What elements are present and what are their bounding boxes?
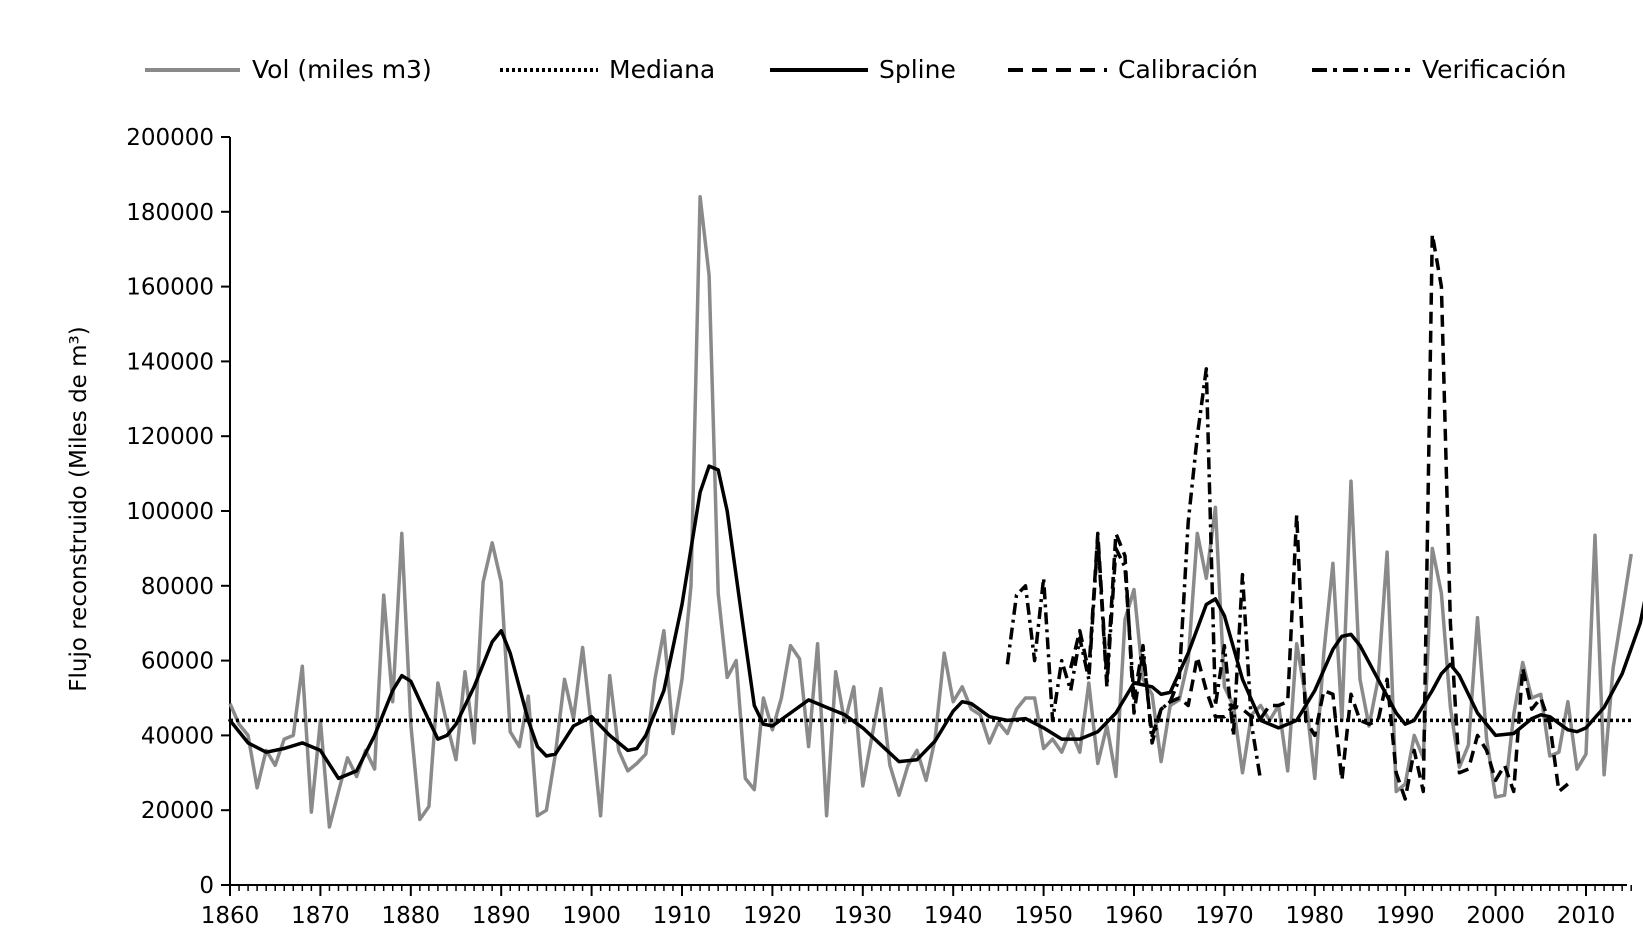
x-tick-label-1990: 1990 <box>1376 903 1435 929</box>
x-tick-label-1940: 1940 <box>924 903 983 929</box>
x-tick-label-1970: 1970 <box>1195 903 1254 929</box>
x-tick-label-1890: 1890 <box>472 903 531 929</box>
x-tick-label-1950: 1950 <box>1014 903 1073 929</box>
y-tick-label-120000: 120000 <box>126 424 214 450</box>
x-tick-label-1860: 1860 <box>201 903 260 929</box>
series-line-calibracion <box>1068 232 1570 801</box>
x-tick-label-2000: 2000 <box>1466 903 1525 929</box>
x-tick-label-1900: 1900 <box>562 903 621 929</box>
y-axis-ticks: 0 20000 40000 60000 80000 100000 120000 140000 1… <box>126 125 230 899</box>
x-tick-label-1870: 1870 <box>291 903 350 929</box>
legend-label-vol: Vol (miles m3) <box>252 55 432 84</box>
x-tick-label-2010: 2010 <box>1557 903 1616 929</box>
series-line-vol <box>228 195 1633 829</box>
y-tick-label-180000: 180000 <box>126 200 214 226</box>
y-tick-label-200000: 200000 <box>126 125 214 151</box>
series-line-spline <box>228 464 1643 781</box>
x-tick-label-1980: 1980 <box>1286 903 1345 929</box>
legend: Vol (miles m3) Mediana Spline Calibració… <box>145 55 1566 84</box>
plot-area <box>228 195 1643 829</box>
legend-label-mediana: Mediana <box>609 55 715 84</box>
x-tick-label-1920: 1920 <box>743 903 802 929</box>
x-tick-label-1910: 1910 <box>653 903 712 929</box>
y-tick-label-0: 0 <box>199 873 214 899</box>
y-tick-label-160000: 160000 <box>126 275 214 301</box>
legend-label-calibracion: Calibración <box>1118 55 1258 84</box>
x-tick-label-1930: 1930 <box>834 903 893 929</box>
legend-label-spline: Spline <box>879 55 956 84</box>
y-tick-label-100000: 100000 <box>126 499 214 525</box>
y-tick-label-40000: 40000 <box>141 723 214 749</box>
series-line-verificacion <box>1005 367 1263 781</box>
y-tick-label-140000: 140000 <box>126 349 214 375</box>
y-tick-label-60000: 60000 <box>141 649 214 675</box>
x-tick-label-1960: 1960 <box>1105 903 1164 929</box>
x-axis-ticks: 1860 1870 1880 1890 1900 1910 1920 1930 1940 1950… <box>201 885 1632 929</box>
y-tick-label-20000: 20000 <box>141 798 214 824</box>
y-tick-label-80000: 80000 <box>141 574 214 600</box>
legend-label-verificacion: Verificación <box>1422 55 1566 84</box>
y-axis-title: Flujo reconstruido (Miles de m³) <box>66 326 92 691</box>
x-tick-label-1880: 1880 <box>382 903 441 929</box>
